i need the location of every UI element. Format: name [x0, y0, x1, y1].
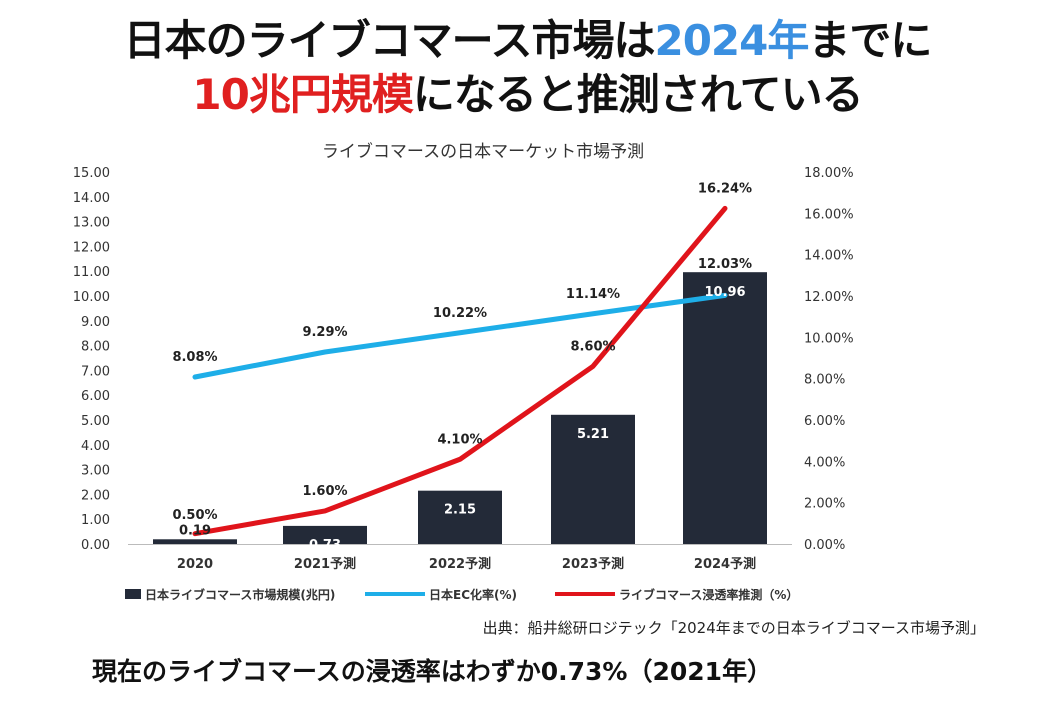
headline-text-1-end: までに [808, 16, 932, 65]
legend: 日本ライブコマース市場規模(兆円) 日本EC化率(%) ライブコマース浸透率推測（%… [125, 587, 798, 602]
legend-swatch [125, 589, 141, 599]
left-tick-label: 2.00 [81, 488, 110, 503]
x-tick-label: 2023予測 [562, 556, 624, 572]
penetration-label: 1.60% [302, 484, 347, 499]
ec-rate-label: 8.08% [172, 350, 217, 365]
right-tick-label: 16.00% [804, 207, 854, 222]
headline-line-1: 日本のライブコマース市場は2024年までに [0, 16, 1055, 66]
right-tick-label: 2.00% [804, 497, 845, 512]
left-tick-label: 6.00 [81, 389, 110, 404]
left-tick-label: 0.00 [81, 538, 110, 553]
penetration-label: 4.10% [437, 432, 482, 447]
x-tick-label: 2020 [177, 557, 213, 572]
left-tick-label: 15.00 [73, 166, 110, 181]
penetration-label: 8.60% [570, 339, 615, 354]
right-tick-label: 8.00% [804, 373, 845, 388]
left-tick-label: 7.00 [81, 364, 110, 379]
bar [418, 490, 502, 544]
chart-title: ライブコマースの日本マーケット市場予測 [322, 141, 644, 162]
right-tick-label: 14.00% [804, 249, 854, 264]
bar-value-label: 0.73 [309, 538, 341, 553]
bar [153, 539, 237, 544]
legend-label: ライブコマース浸透率推測（%） [619, 587, 798, 602]
bar-series [153, 272, 767, 544]
bar-value-label: 2.15 [444, 503, 476, 518]
left-tick-label: 14.00 [73, 191, 110, 206]
right-tick-label: 18.00% [804, 166, 854, 181]
right-tick-label: 6.00% [804, 414, 845, 429]
x-tick-label: 2024予測 [694, 556, 756, 572]
legend-label: 日本ライブコマース市場規模(兆円) [145, 587, 335, 602]
bar-value-label: 0.19 [179, 523, 211, 538]
bar-value-label: 5.21 [577, 427, 609, 442]
headline-line-2: 10兆円規模になると推測されている [0, 70, 1055, 120]
left-tick-label: 11.00 [73, 265, 110, 280]
x-axis: 2020 2021予測 2022予測 2023予測 2024予測 [128, 544, 792, 572]
left-tick-label: 5.00 [81, 414, 110, 429]
ec-rate-label: 11.14% [566, 287, 620, 302]
penetration-line [192, 205, 728, 537]
headline-text-1: 日本のライブコマース市場は [123, 16, 656, 65]
ec-rate-label: 9.29% [302, 325, 347, 340]
right-tick-label: 10.00% [804, 331, 854, 346]
ec-rate-label: 10.22% [433, 306, 487, 321]
line-series [192, 205, 728, 537]
left-tick-label: 10.00 [73, 290, 110, 305]
left-tick-label: 13.00 [73, 216, 110, 231]
bar [551, 414, 635, 544]
legend-label: 日本EC化率(%) [429, 587, 517, 602]
ec-rate-line [192, 292, 728, 380]
footer-note: 現在のライブコマースの浸透率はわずか0.73%（2021年） [92, 657, 773, 686]
headline-highlight-scale: 10兆円規模 [192, 70, 413, 119]
right-tick-label: 12.00% [804, 290, 854, 305]
x-tick-label: 2022予測 [429, 556, 491, 572]
bar [283, 525, 367, 544]
right-tick-label: 4.00% [804, 455, 845, 470]
data-labels: 0.19 0.73 2.15 5.21 10.96 8.08% 9.29% 10.22% 11.… [172, 181, 752, 553]
x-tick-label: 2021予測 [294, 556, 356, 572]
left-tick-label: 4.00 [81, 439, 110, 454]
headline-highlight-year: 2024年 [654, 16, 809, 65]
right-axis: 0.00% 2.00% 4.00% 6.00% 8.00% 10.00% 12.00% 14.… [804, 166, 854, 553]
bar-value-label: 10.96 [704, 285, 745, 300]
left-tick-label: 8.00 [81, 340, 110, 355]
right-tick-label: 0.00% [804, 538, 845, 553]
penetration-label: 0.50% [172, 508, 217, 523]
left-tick-label: 9.00 [81, 315, 110, 330]
headline-text-2: になると推測されている [412, 70, 864, 119]
left-tick-label: 12.00 [73, 240, 110, 255]
ec-rate-label: 12.03% [698, 257, 752, 272]
left-tick-label: 3.00 [81, 464, 110, 479]
left-tick-label: 1.00 [81, 513, 110, 528]
source-note: 出典：船井総研ロジテック「2024年までの日本ライブコマース市場予測」 [482, 619, 985, 637]
penetration-label: 16.24% [698, 181, 752, 196]
left-axis: 0.00 1.00 2.00 3.00 4.00 5.00 6.00 7.00 8.00 9.00… [73, 166, 110, 553]
bar [683, 272, 767, 544]
